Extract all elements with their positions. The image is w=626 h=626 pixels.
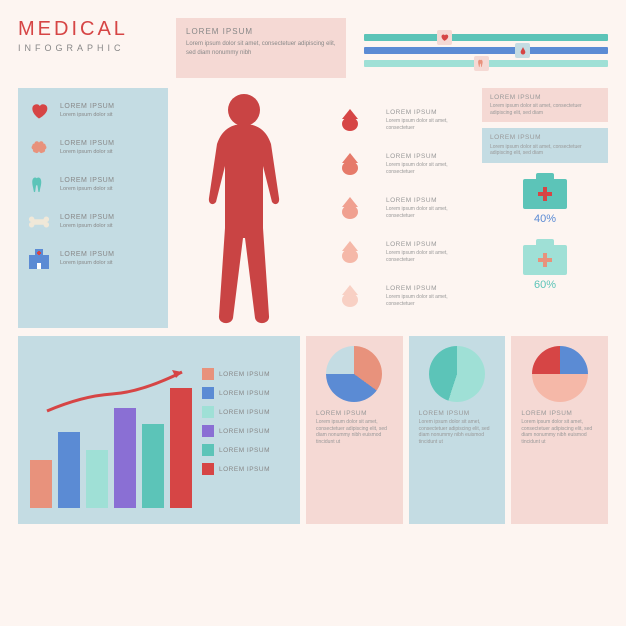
blood-drop-icon xyxy=(342,285,358,307)
bar-5 xyxy=(170,388,192,508)
bar-2 xyxy=(86,450,108,508)
slider-track[interactable] xyxy=(364,60,608,67)
title-sub: INFOGRAPHIC xyxy=(18,43,168,53)
infographic-page: MEDICAL INFOGRAPHIC Lorem Ipsum Lorem ip… xyxy=(0,0,626,626)
slider-thumb-heart-icon[interactable] xyxy=(437,30,452,45)
slider-0 xyxy=(364,34,608,41)
blood-drop-icon xyxy=(342,197,358,219)
bottom-row: Lorem Ipsum Lorem Ipsum Lorem Ipsum Lorem I… xyxy=(18,336,608,524)
title-block: MEDICAL INFOGRAPHIC xyxy=(18,18,168,78)
slider-track[interactable] xyxy=(364,47,608,54)
medkit-block-0: 40% xyxy=(482,169,608,229)
legend-swatch xyxy=(202,406,214,418)
medkit-block-1: 60% xyxy=(482,235,608,295)
bone-icon xyxy=(26,209,52,235)
medkit-percentage: 40% xyxy=(534,213,556,225)
medkit-percentage: 60% xyxy=(534,279,556,291)
list-item-text: Lorem IpsumLorem ipsum dolor sit xyxy=(60,176,115,193)
slider-2 xyxy=(364,60,608,67)
pie-panel-1: Lorem IpsumLorem ipsum dolor sit amet, c… xyxy=(409,336,506,524)
bar-chart-panel: Lorem Ipsum Lorem Ipsum Lorem Ipsum Lorem I… xyxy=(18,336,300,524)
medkit-icon xyxy=(523,179,567,209)
legend-item-3: Lorem Ipsum xyxy=(202,425,270,437)
legend-item-4: Lorem Ipsum xyxy=(202,444,270,456)
drop-text-2: Lorem IpsumLorem ipsum dolor sit amet, c… xyxy=(386,197,476,219)
body-silhouette-icon xyxy=(189,88,299,328)
right-column: Lorem IpsumLorem ipsum dolor sit amet, c… xyxy=(482,88,608,328)
heart-icon xyxy=(26,98,52,124)
blood-drop-icon xyxy=(342,153,358,175)
medkit-icon xyxy=(523,245,567,275)
list-item-text: Lorem IpsumLorem ipsum dolor sit xyxy=(60,139,115,156)
legend-label: Lorem Ipsum xyxy=(219,409,270,416)
legend-swatch xyxy=(202,387,214,399)
pie-chart-icon xyxy=(326,346,382,402)
list-item-tooth: Lorem IpsumLorem ipsum dolor sit xyxy=(26,172,160,198)
body-silhouette-panel xyxy=(174,88,314,328)
legend-swatch xyxy=(202,368,214,380)
brain-icon xyxy=(26,135,52,161)
legend-item-5: Lorem Ipsum xyxy=(202,463,270,475)
list-item-heart: Lorem IpsumLorem ipsum dolor sit xyxy=(26,98,160,124)
legend-label: Lorem Ipsum xyxy=(219,371,270,378)
pie-text: Lorem IpsumLorem ipsum dolor sit amet, c… xyxy=(316,410,393,445)
hospital-icon xyxy=(26,246,52,272)
blood-drop-icon xyxy=(342,241,358,263)
legend-label: Lorem Ipsum xyxy=(219,466,270,473)
slider-track[interactable] xyxy=(364,34,608,41)
list-item-brain: Lorem IpsumLorem ipsum dolor sit xyxy=(26,135,160,161)
tooth-icon xyxy=(26,172,52,198)
pie-text: Lorem IpsumLorem ipsum dolor sit amet, c… xyxy=(521,410,598,445)
drop-text-3: Lorem IpsumLorem ipsum dolor sit amet, c… xyxy=(386,241,476,263)
legend-item-2: Lorem Ipsum xyxy=(202,406,270,418)
bar-4 xyxy=(142,424,164,508)
list-item-hospital: Lorem IpsumLorem ipsum dolor sit xyxy=(26,246,160,272)
list-item-text: Lorem IpsumLorem ipsum dolor sit xyxy=(60,250,115,267)
bar-chart-legend: Lorem Ipsum Lorem Ipsum Lorem Ipsum Lorem I… xyxy=(202,368,270,512)
drop-text-4: Lorem IpsumLorem ipsum dolor sit amet, c… xyxy=(386,285,476,307)
bar-1 xyxy=(58,432,80,508)
mid-row: Lorem IpsumLorem ipsum dolor sit Lorem I… xyxy=(18,88,608,328)
bar-0 xyxy=(30,460,52,508)
legend-swatch xyxy=(202,444,214,456)
list-item-text: Lorem IpsumLorem ipsum dolor sit xyxy=(60,102,115,119)
pie-panel-0: Lorem IpsumLorem ipsum dolor sit amet, c… xyxy=(306,336,403,524)
pie-panel-2: Lorem IpsumLorem ipsum dolor sit amet, c… xyxy=(511,336,608,524)
top-lorem-heading: Lorem Ipsum xyxy=(186,26,336,37)
drop-text-0: Lorem IpsumLorem ipsum dolor sit amet, c… xyxy=(386,109,476,131)
slider-thumb-drop-icon[interactable] xyxy=(515,43,530,58)
top-row: MEDICAL INFOGRAPHIC Lorem Ipsum Lorem ip… xyxy=(18,18,608,78)
bars-container xyxy=(30,378,192,508)
pie-charts-row: Lorem IpsumLorem ipsum dolor sit amet, c… xyxy=(306,336,608,524)
legend-swatch xyxy=(202,463,214,475)
legend-label: Lorem Ipsum xyxy=(219,447,270,454)
top-lorem-panel: Lorem Ipsum Lorem ipsum dolor sit amet, … xyxy=(176,18,346,78)
pie-chart-icon xyxy=(532,346,588,402)
drop-text-1: Lorem IpsumLorem ipsum dolor sit amet, c… xyxy=(386,153,476,175)
pie-chart-icon xyxy=(429,346,485,402)
slider-1 xyxy=(364,47,608,54)
legend-item-0: Lorem Ipsum xyxy=(202,368,270,380)
top-lorem-body: Lorem ipsum dolor sit amet, consectetuer… xyxy=(186,40,336,57)
legend-label: Lorem Ipsum xyxy=(219,390,270,397)
list-item-text: Lorem IpsumLorem ipsum dolor sit xyxy=(60,213,115,230)
pie-text: Lorem IpsumLorem ipsum dolor sit amet, c… xyxy=(419,410,496,445)
left-icon-list: Lorem IpsumLorem ipsum dolor sit Lorem I… xyxy=(18,88,168,328)
list-item-bone: Lorem IpsumLorem ipsum dolor sit xyxy=(26,209,160,235)
title-main: MEDICAL xyxy=(18,18,168,41)
sliders-block xyxy=(354,18,608,78)
blood-drop-icon xyxy=(342,109,358,131)
right-text-panel-1: Lorem IpsumLorem ipsum dolor sit amet, c… xyxy=(482,128,608,162)
bar-3 xyxy=(114,408,136,508)
slider-thumb-tooth-icon[interactable] xyxy=(474,56,489,71)
legend-swatch xyxy=(202,425,214,437)
legend-item-1: Lorem Ipsum xyxy=(202,387,270,399)
legend-label: Lorem Ipsum xyxy=(219,428,270,435)
drops-text-column: Lorem IpsumLorem ipsum dolor sit amet, c… xyxy=(386,88,476,328)
drops-column xyxy=(320,88,380,328)
right-text-panel-0: Lorem IpsumLorem ipsum dolor sit amet, c… xyxy=(482,88,608,122)
